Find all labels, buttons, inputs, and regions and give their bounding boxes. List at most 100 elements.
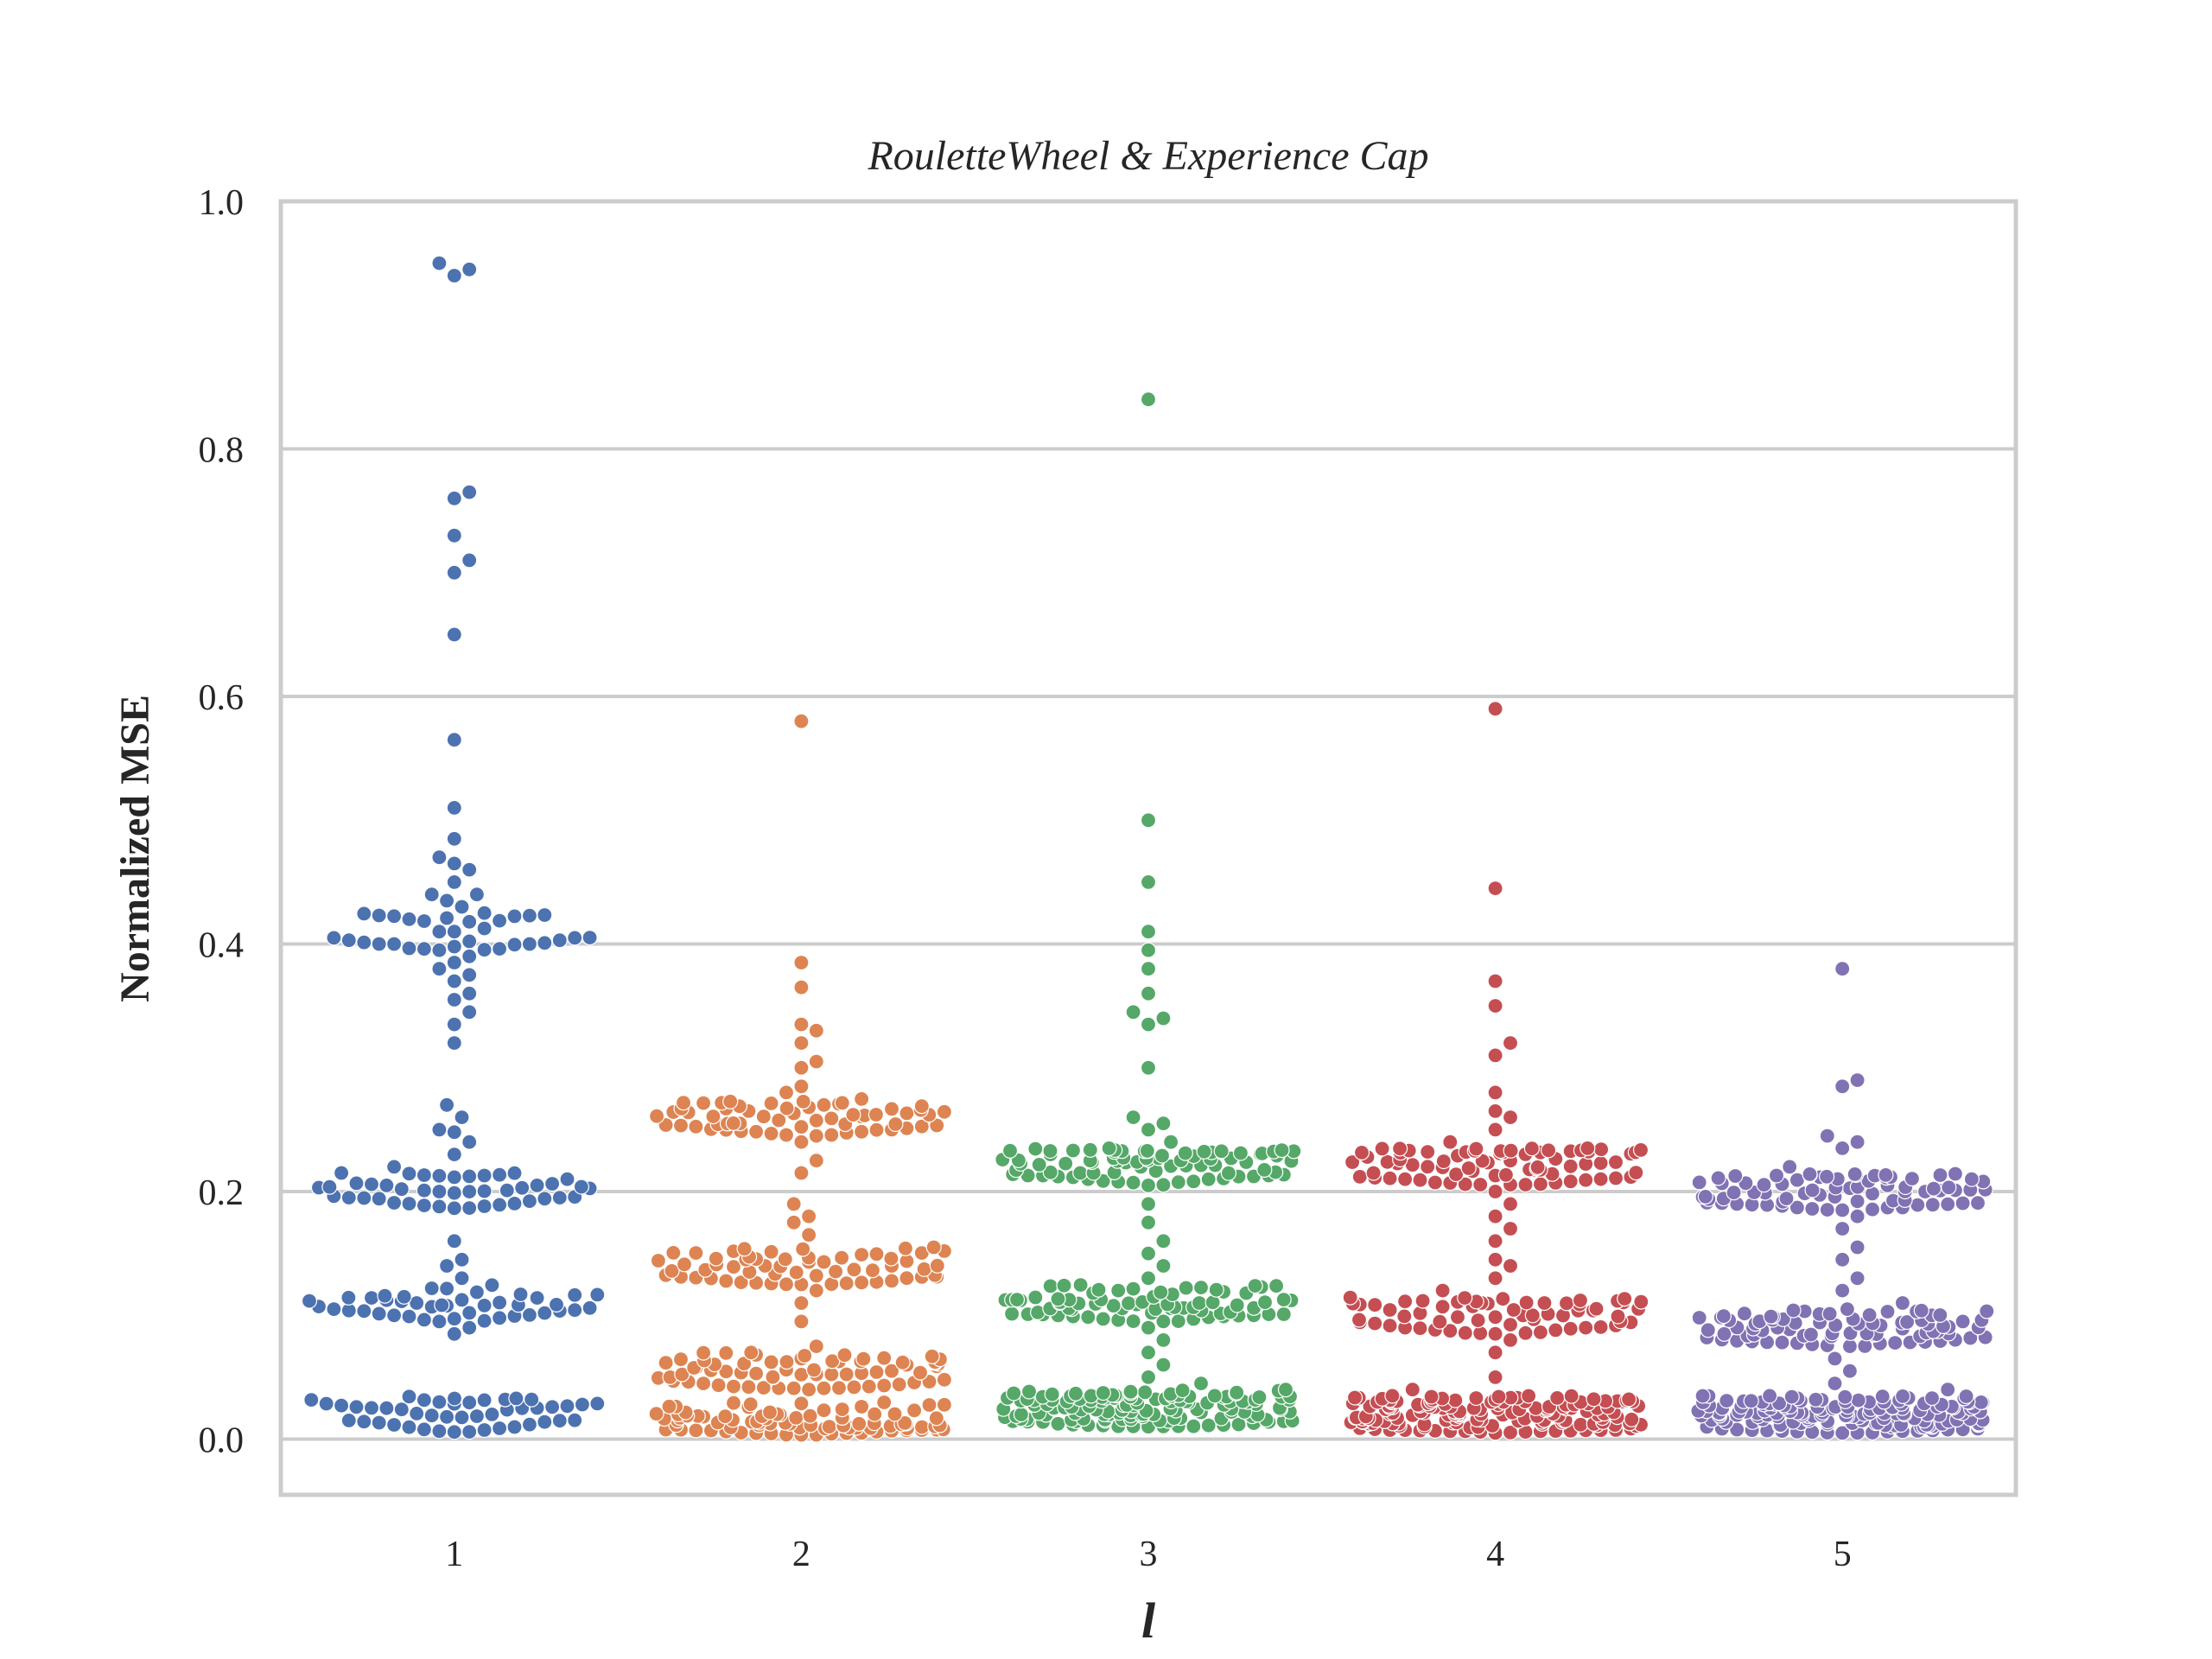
data-point (830, 1380, 848, 1396)
data-point (401, 1308, 417, 1325)
data-point (454, 1270, 470, 1287)
data-point (1200, 1417, 1217, 1433)
data-point (1487, 1122, 1503, 1138)
data-point (303, 1391, 320, 1408)
data-point (416, 1312, 432, 1328)
data-point (1382, 1170, 1398, 1186)
data-point (401, 911, 417, 927)
data-point (838, 1275, 855, 1292)
data-point (1495, 1291, 1511, 1307)
data-point (793, 713, 810, 729)
data-point (1420, 1143, 1436, 1160)
data-point (1592, 1154, 1609, 1172)
data-point (1804, 1200, 1821, 1217)
data-point (672, 1351, 690, 1368)
data-point (1351, 1312, 1368, 1328)
data-point (779, 1353, 795, 1370)
data-point (506, 908, 523, 925)
data-point (401, 1419, 417, 1435)
data-point (1342, 1289, 1358, 1306)
data-point (446, 1016, 462, 1033)
data-point (1849, 1134, 1866, 1150)
data-point (742, 1396, 759, 1413)
data-point (1170, 1313, 1186, 1330)
data-point (853, 1090, 870, 1108)
data-point (484, 1277, 500, 1294)
data-point (725, 1259, 742, 1275)
data-point (1879, 1303, 1896, 1320)
data-point (521, 1416, 538, 1433)
data-point (446, 1146, 462, 1163)
data-point (763, 1354, 779, 1370)
data-point (853, 1246, 870, 1263)
data-point (1196, 1143, 1212, 1160)
data-point (1487, 1270, 1503, 1287)
data-point (1414, 1293, 1431, 1309)
data-point (476, 1313, 493, 1329)
data-point (695, 1375, 712, 1392)
data-point (371, 1414, 387, 1431)
data-point (1229, 1297, 1245, 1313)
data-point (913, 1419, 931, 1435)
data-point (1220, 1165, 1237, 1181)
data-point (423, 1280, 440, 1297)
data-point (1487, 1251, 1503, 1268)
data-point (438, 893, 455, 909)
data-point (1268, 1278, 1285, 1294)
data-point (318, 1395, 334, 1412)
data-point (1174, 1382, 1191, 1399)
data-point (763, 1095, 779, 1112)
data-point (834, 1095, 850, 1111)
data-point (936, 1371, 953, 1388)
data-point (1140, 1177, 1157, 1194)
data-point (1110, 1282, 1127, 1299)
data-point (1382, 1318, 1398, 1334)
data-point (1617, 1290, 1633, 1307)
y-tick-label: 0.0 (199, 1421, 245, 1461)
data-point (876, 1377, 893, 1394)
data-point (1027, 1289, 1044, 1306)
data-point (861, 1378, 877, 1395)
data-point (1275, 1291, 1292, 1308)
data-point (1782, 1159, 1798, 1175)
data-point (808, 1338, 824, 1355)
data-point (454, 1409, 470, 1426)
data-point (1925, 1180, 1942, 1197)
data-point (423, 1408, 440, 1424)
data-point (1367, 1315, 1383, 1332)
data-point (461, 484, 478, 500)
data-point (1517, 1325, 1534, 1341)
data-point (899, 1105, 915, 1122)
data-point (1095, 1384, 1111, 1402)
data-point (765, 1369, 781, 1385)
data-point (356, 1414, 372, 1430)
data-point (573, 1179, 590, 1195)
data-point (1155, 1010, 1172, 1027)
data-point (446, 490, 462, 506)
y-axis-label: Normalized MSE (112, 695, 158, 1002)
data-point (793, 979, 810, 995)
data-point (793, 1165, 810, 1181)
data-point (446, 855, 462, 872)
data-point (1404, 1382, 1421, 1398)
data-point (521, 907, 538, 924)
data-point (1850, 1392, 1866, 1408)
data-point (1140, 1016, 1157, 1033)
data-point (506, 1165, 523, 1181)
data-point (1821, 1306, 1838, 1322)
data-point (1716, 1325, 1732, 1342)
data-point (476, 1421, 493, 1439)
y-tick-labels: 0.0 0.2 0.4 0.6 0.8 1.0 (199, 183, 245, 1461)
data-point (476, 1198, 493, 1215)
data-point (925, 1239, 942, 1255)
data-point (1691, 1309, 1707, 1326)
data-point (543, 1399, 561, 1415)
data-point (1140, 391, 1157, 408)
data-point (1558, 1295, 1575, 1312)
data-point (1256, 1161, 1273, 1179)
data-point (1191, 1294, 1208, 1312)
data-point (1839, 1300, 1855, 1318)
data-point (1344, 1154, 1361, 1171)
data-point (1382, 1301, 1398, 1319)
data-point (1396, 1308, 1413, 1325)
